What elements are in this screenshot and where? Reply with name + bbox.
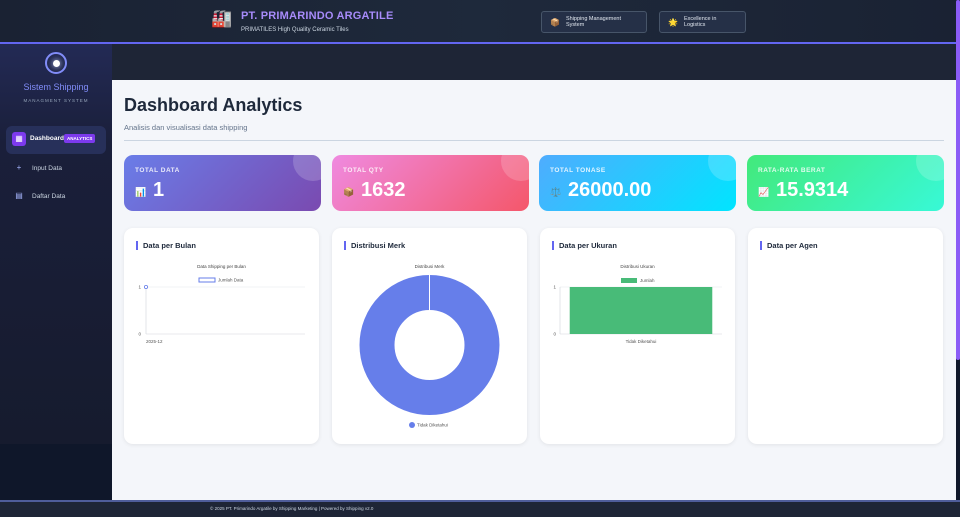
sidebar-item-label: Dashboard xyxy=(30,135,64,142)
chart-title: Distribusi Merk xyxy=(415,264,446,269)
page-subtitle: Analisis dan visualisasi data shipping xyxy=(124,123,248,132)
y-tick-label: 1 xyxy=(553,285,556,290)
card-title: Data per Ukuran xyxy=(552,241,617,250)
stat-card-rata-rata-berat: RATA-RATA BERAT 📈 15.9314 xyxy=(747,155,944,211)
list-icon: ▤ xyxy=(15,191,23,200)
bar-chart: Distribusi Ukuran Jumlah 0 1 Tidak Diketahui xyxy=(553,264,722,344)
footer-text: © 2025 PT. Primarindo Argatile by Shippi… xyxy=(210,506,374,511)
star-icon: 🌟 xyxy=(668,17,678,27)
app-logo-icon xyxy=(45,52,67,74)
stat-label: TOTAL DATA xyxy=(135,167,180,174)
stat-value: 1632 xyxy=(361,179,406,201)
card-title: Data per Agen xyxy=(760,241,818,250)
legend-label: Jumlah Data xyxy=(218,278,244,283)
stat-card-total-data: TOTAL DATA 📊 1 xyxy=(124,155,321,211)
stat-value: 26000.00 xyxy=(568,179,652,201)
card-distribusi-merk: Distribusi Merk Distribusi Merk Tidak Dik… xyxy=(332,228,527,444)
scale-icon: ⚖️ xyxy=(550,187,562,197)
top-header: 🏭 PT. PRIMARINDO ARGATILE PRIMATILES Hig… xyxy=(0,0,960,44)
excellence-badge: 🌟 Excellence in Logistics xyxy=(659,11,746,33)
factory-icon: 🏭 xyxy=(211,9,233,28)
sidebar: Sistem Shipping MANAGMENT SYSTEM ▦ Dashb… xyxy=(0,44,112,444)
legend-swatch xyxy=(198,277,216,283)
stat-label: RATA-RATA BERAT xyxy=(758,167,826,174)
main-content: Dashboard Analytics Analisis dan visuali… xyxy=(112,80,956,500)
shipping-system-badge: 📦 Shipping Management System xyxy=(541,11,647,33)
y-tick-label: 0 xyxy=(138,332,141,337)
sidebar-item-label: Daftar Data xyxy=(32,193,66,200)
bar xyxy=(569,287,713,334)
page-title: Dashboard Analytics xyxy=(124,95,303,115)
stat-card-total-qty: TOTAL QTY 📦 1632 xyxy=(332,155,529,211)
sidebar-title: Sistem Shipping xyxy=(23,82,89,92)
legend-label: Jumlah xyxy=(640,278,655,283)
package-icon: 📦 xyxy=(550,17,560,27)
doughnut-chart: Distribusi Merk Tidak Diketahui xyxy=(359,264,500,428)
stat-label: TOTAL TONASE xyxy=(550,167,606,174)
y-tick-label: 1 xyxy=(138,285,141,290)
card-title: Data per Bulan xyxy=(136,241,196,250)
card-data-per-bulan: Data per Bulan Data Shipping per Bulan Ju… xyxy=(124,228,319,444)
legend-swatch xyxy=(409,422,415,428)
plus-icon: + xyxy=(16,163,22,172)
company-name: PT. PRIMARINDO ARGATILE xyxy=(241,10,394,22)
grid-icon: ▦ xyxy=(12,132,26,146)
x-tick-label: Tidak Diketahui xyxy=(626,339,657,344)
excellence-label: Excellence in Logistics xyxy=(683,16,717,28)
analytics-badge: ANALYTICS xyxy=(64,134,96,143)
footer: © 2025 PT. Primarindo Argatile by Shippi… xyxy=(0,500,960,517)
card-title: Distribusi Merk xyxy=(344,241,405,250)
stat-value: 15.9314 xyxy=(776,179,849,201)
company-tagline: PRIMATILES High Quality Ceramic Tiles xyxy=(241,27,349,33)
y-tick-label: 0 xyxy=(553,332,556,337)
sidebar-item-dashboard[interactable]: ▦ Dashboard ANALYTICS xyxy=(6,126,106,154)
divider xyxy=(124,140,944,141)
stat-value: 1 xyxy=(153,179,165,201)
legend-swatch xyxy=(621,278,637,283)
trend-icon: 📈 xyxy=(758,187,770,197)
sidebar-item-label: Input Data xyxy=(32,165,62,172)
stat-label: TOTAL QTY xyxy=(343,167,384,174)
scrollbar[interactable] xyxy=(956,0,960,360)
top-band xyxy=(112,44,960,80)
shipping-system-label: Shipping Management System xyxy=(565,16,622,28)
chart-title: Data Shipping per Bulan xyxy=(197,264,246,269)
card-data-per-ukuran: Data per Ukuran Distribusi Ukuran Jumlah 0… xyxy=(540,228,735,444)
package-icon: 📦 xyxy=(343,187,355,197)
x-tick-label: 2025-12 xyxy=(146,339,163,344)
line-point xyxy=(143,285,148,290)
legend-label: Tidak Diketahui xyxy=(417,423,448,428)
card-data-per-agen: Data per Agen xyxy=(748,228,943,444)
sidebar-subtitle: MANAGMENT SYSTEM xyxy=(23,98,89,103)
stat-card-total-tonase: TOTAL TONASE ⚖️ 26000.00 xyxy=(539,155,736,211)
chart-title: Distribusi Ukuran xyxy=(620,264,655,269)
chart-icon: 📊 xyxy=(135,187,147,197)
line-chart: Data Shipping per Bulan Jumlah Data 0 1 2025… xyxy=(138,264,305,344)
